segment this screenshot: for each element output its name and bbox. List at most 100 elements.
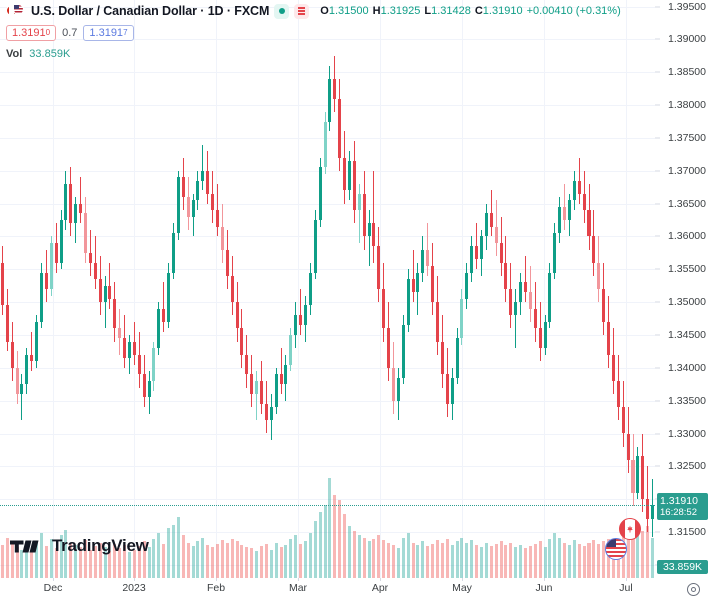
volume-bar [357,535,361,578]
volume-bar [626,533,630,578]
volume-bar [147,547,151,578]
volume-bar [20,549,24,578]
time-tick-label: May [452,582,472,594]
volume-bar [250,548,254,578]
gridline-vertical [298,0,299,578]
symbol-title[interactable]: U.S. Dollar / Canadian Dollar · 1D · FXC… [31,4,270,18]
price-tick-mark [655,268,660,270]
volume-bar [533,543,537,578]
volume-bar [15,547,19,578]
gridline-horizontal [0,433,655,435]
volume-label[interactable]: Vol [6,47,23,60]
volume-bar [543,547,547,578]
time-tick-mark [380,578,381,581]
volume-bar [426,546,430,578]
volume-bar [137,546,141,578]
price-tick-label: 1.37500 [668,131,706,144]
volume-bar [563,542,567,578]
time-tick-mark [462,578,463,581]
volume-bar [328,477,332,578]
market-open-dot-icon[interactable] [274,3,290,19]
chart-plot-area[interactable]: TradingView [0,0,655,578]
time-axis[interactable]: Dec 2023 Feb Mar Apr May Jun Jul [0,578,710,600]
crosshair-target-icon[interactable] [687,583,700,596]
volume-bar [347,526,351,578]
volume-bar [523,548,527,578]
gridline-horizontal [0,170,655,172]
volume-bar [484,542,488,578]
price-tick-mark [655,334,660,336]
volume-bar [113,543,117,578]
volume-bar [220,540,224,578]
volume-bar [577,543,581,578]
volume-bar [44,546,48,578]
volume-bar [206,544,210,578]
indicator-settings-icon[interactable] [294,3,310,19]
bid-price-sup: 0 [45,27,51,37]
volume-bar [79,547,83,578]
volume-bar [519,544,523,578]
gridline-horizontal [0,269,655,271]
gridline-horizontal [0,334,655,336]
volume-bar [240,544,244,578]
time-tick-mark [298,578,299,581]
volume-bar [245,547,249,578]
time-tick-mark [53,578,54,581]
gridline-vertical [544,0,545,578]
ohlc-l: L1.31428 [424,5,471,17]
price-tick-mark [655,301,660,303]
volume-bar [470,540,474,578]
price-tick-label: 1.31500 [668,526,706,539]
volume-bar [411,542,415,578]
volume-bar [289,539,293,578]
time-tick-label: 2023 [122,582,146,594]
price-axis[interactable]: 1.31910 16:28:52 33.859K 1.39500 1.39000 1… [655,0,710,578]
volume-bar [259,546,263,578]
gridline-horizontal [0,105,655,107]
gridline-horizontal [0,6,655,8]
volume-bar [489,546,493,578]
volume-bar [440,542,444,578]
volume-bar [362,537,366,578]
volume-bar [450,544,454,578]
price-tick-mark [655,433,660,434]
price-tick-label: 1.35000 [668,296,706,309]
volume-bar [274,542,278,578]
time-tick-label: Dec [43,582,63,594]
tradingview-logo[interactable]: TradingView [10,536,149,556]
chart-legend: U.S. Dollar / Canadian Dollar · 1D · FXC… [6,2,646,61]
volume-bar [54,548,58,578]
gridline-horizontal [0,400,655,402]
volume-bar [84,540,88,578]
volume-bar [377,535,381,578]
gridline-horizontal [0,499,655,501]
price-tick-label: 1.34000 [668,361,706,374]
price-tick-label: 1.39500 [668,0,706,13]
volume-bar [504,544,508,578]
currency-flag-badges[interactable] [605,518,641,564]
price-tick-label: 1.38500 [668,66,706,79]
ohlc-c: C1.31910 [474,5,523,17]
gridline-horizontal [0,72,655,74]
volume-bar [176,516,180,578]
current-price-tag: 1.31910 16:28:52 [657,493,708,521]
bar-countdown: 16:28:52 [660,507,697,519]
legend-volume-row: Vol 33.859K [6,46,646,61]
volume-bar [157,533,161,578]
spread-value: 0.7 [62,26,78,39]
gridline-horizontal [0,137,655,139]
gridline-horizontal [0,564,655,566]
volume-bar [118,548,122,578]
ask-price-pill[interactable]: 1.3191 7 [83,24,134,41]
gridline-horizontal [0,39,655,41]
volume-bar [186,542,190,578]
volume-bar [5,537,9,578]
bid-price-pill[interactable]: 1.3191 0 [6,24,57,41]
volume-bar [435,540,439,578]
time-tick-mark [544,578,545,581]
price-tick-mark [655,104,660,106]
volume-axis-tag: 33.859K [657,560,708,574]
volume-bar [333,495,337,578]
legend-symbol-row: U.S. Dollar / Canadian Dollar · 1D · FXC… [6,2,646,20]
